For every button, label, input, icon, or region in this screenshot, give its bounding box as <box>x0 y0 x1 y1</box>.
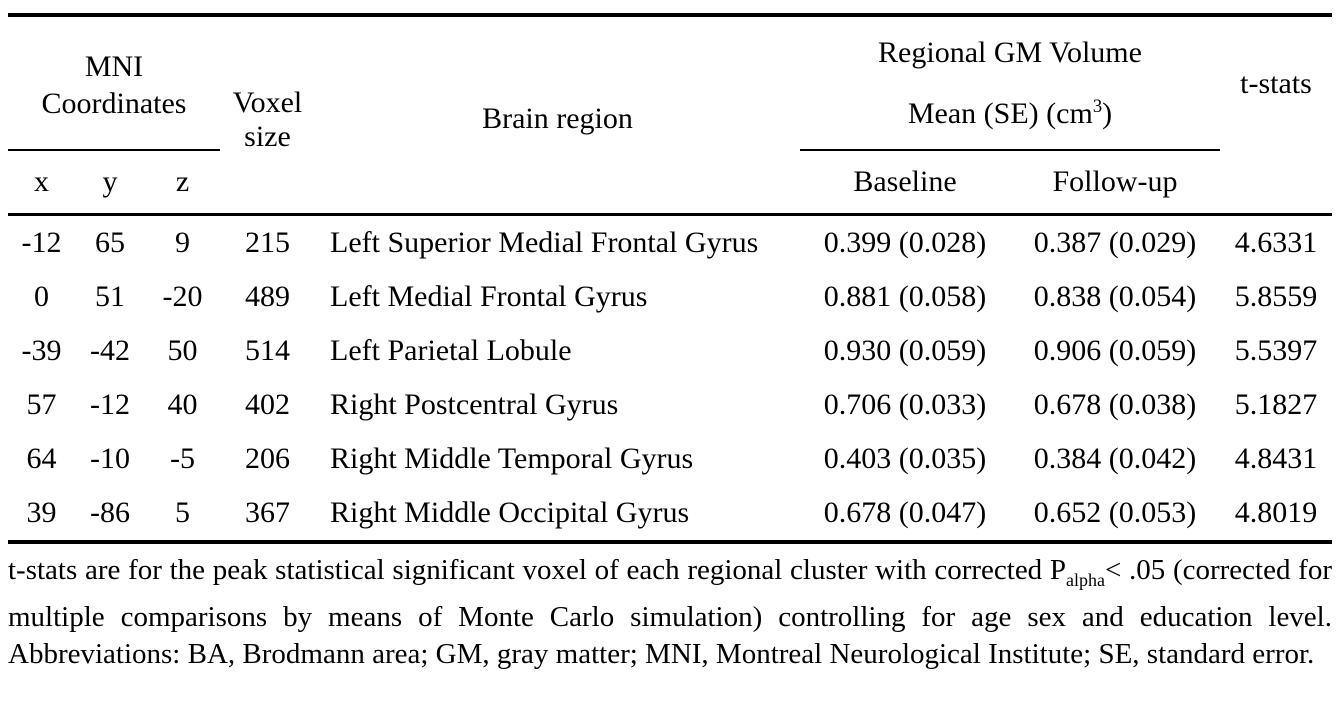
subheader-x: x <box>8 150 75 216</box>
cell-z: -5 <box>170 442 195 475</box>
subheader-tstats-spacer <box>1220 150 1332 216</box>
cell-voxel-size: 402 <box>245 388 290 421</box>
cell-followup: 0.678 (0.038) <box>1033 388 1197 421</box>
cell-t-stats: 5.5397 <box>1234 334 1318 367</box>
cell-t-stats: 5.8559 <box>1234 280 1318 313</box>
cell-brain-region: Right Middle Temporal Gyrus <box>330 442 694 475</box>
cell-followup: 0.652 (0.053) <box>1010 486 1220 544</box>
paper-table-page: MNI Coordinates Voxel size Brain region … <box>8 13 1332 673</box>
cell-y: 51 <box>95 280 125 313</box>
subheader-followup: Follow-up <box>1010 150 1220 216</box>
header-gm-title: Regional GM Volume <box>878 35 1142 69</box>
cell-t-stats: 4.8431 <box>1234 442 1318 475</box>
subheader-z: z <box>145 150 220 216</box>
cell-y: -12 <box>90 388 130 421</box>
table-footnote: t-stats are for the peak statistical sig… <box>8 552 1332 673</box>
cell-baseline: 0.881 (0.058) <box>823 280 987 313</box>
cell-voxel-size: 514 <box>245 334 290 367</box>
cell-x: -12 <box>21 226 62 259</box>
cell-z: -20 <box>162 280 203 313</box>
cell-y: -42 <box>90 334 130 367</box>
cell-x: 57 <box>26 388 57 421</box>
gm-volume-table: MNI Coordinates Voxel size Brain region … <box>8 13 1332 544</box>
header-voxel-line1: Voxel <box>232 85 303 119</box>
subheader-baseline: Baseline <box>800 150 1010 216</box>
header-voxel-line2: size <box>244 120 291 153</box>
cell-followup: 0.906 (0.059) <box>1033 334 1197 367</box>
table-row: -12 65 9 215 Left Superior Medial Fronta… <box>8 215 1332 271</box>
table-row: 64 -10 -5 206 Right Middle Temporal Gyru… <box>8 432 1332 486</box>
header-gm-mean: Mean (SE) (cm3) <box>907 95 1113 130</box>
table-row: 39 -86 5 367 Right Middle Occipital Gyru… <box>8 486 1332 544</box>
cell-brain-region: Right Postcentral Gyrus <box>330 388 619 421</box>
cell-brain-region: Left Superior Medial Frontal Gyrus <box>330 226 759 259</box>
cell-x: 39 <box>8 486 75 544</box>
cell-voxel-size: 367 <box>220 486 315 544</box>
cell-baseline: 0.930 (0.059) <box>823 334 987 367</box>
table-row: -39 -42 50 514 Left Parietal Lobule 0.93… <box>8 324 1332 378</box>
cell-followup: 0.384 (0.042) <box>1033 442 1197 475</box>
cell-x: 64 <box>26 442 57 475</box>
table-row: 57 -12 40 402 Right Postcentral Gyrus 0.… <box>8 378 1332 432</box>
cell-t-stats: 5.1827 <box>1234 388 1318 421</box>
cell-voxel-size: 206 <box>245 442 290 475</box>
cell-baseline: 0.403 (0.035) <box>823 442 987 475</box>
cell-x: -39 <box>21 334 62 367</box>
cell-t-stats: 4.8019 <box>1220 486 1332 544</box>
footnote-text-part1: t-stats are for the peak statistical sig… <box>8 554 1067 586</box>
header-mni-coordinates: MNI Coordinates <box>8 15 220 151</box>
cell-voxel-size: 215 <box>245 226 290 259</box>
header-regional-gm-volume: Regional GM Volume Mean (SE) (cm3) <box>800 15 1220 151</box>
cell-z: 9 <box>175 226 190 259</box>
cell-z: 5 <box>145 486 220 544</box>
header-gm-mean-superscript: 3 <box>1092 95 1103 117</box>
cell-x: 0 <box>34 280 49 313</box>
cell-y: 65 <box>95 226 125 259</box>
footnote-alpha-subscript: alpha <box>1066 569 1105 590</box>
cell-t-stats: 4.6331 <box>1234 226 1318 259</box>
cell-z: 50 <box>167 334 198 367</box>
header-mni-line1: MNI <box>84 49 144 83</box>
cell-brain-region: Right Middle Occipital Gyrus <box>315 486 800 544</box>
footnote-text-part2: < .05 (corrected for multiple comparison… <box>8 554 1332 670</box>
cell-z: 40 <box>167 388 198 421</box>
cell-brain-region: Left Parietal Lobule <box>330 334 572 367</box>
header-voxel-size: Voxel size <box>220 15 315 216</box>
cell-brain-region: Left Medial Frontal Gyrus <box>330 280 648 313</box>
table-row: 0 51 -20 489 Left Medial Frontal Gyrus 0… <box>8 270 1332 324</box>
cell-y: -10 <box>90 442 130 475</box>
cell-baseline: 0.678 (0.047) <box>800 486 1010 544</box>
cell-followup: 0.838 (0.054) <box>1033 280 1197 313</box>
cell-voxel-size: 489 <box>245 280 290 313</box>
cell-baseline: 0.706 (0.033) <box>823 388 987 421</box>
header-t-stats: t-stats <box>1240 66 1312 100</box>
subheader-y: y <box>75 150 145 216</box>
cell-followup: 0.387 (0.029) <box>1033 226 1197 259</box>
header-mni-line2: Coordinates <box>41 87 187 120</box>
cell-baseline: 0.399 (0.028) <box>823 226 987 259</box>
header-brain-region: Brain region <box>315 15 800 216</box>
cell-y: -86 <box>75 486 145 544</box>
